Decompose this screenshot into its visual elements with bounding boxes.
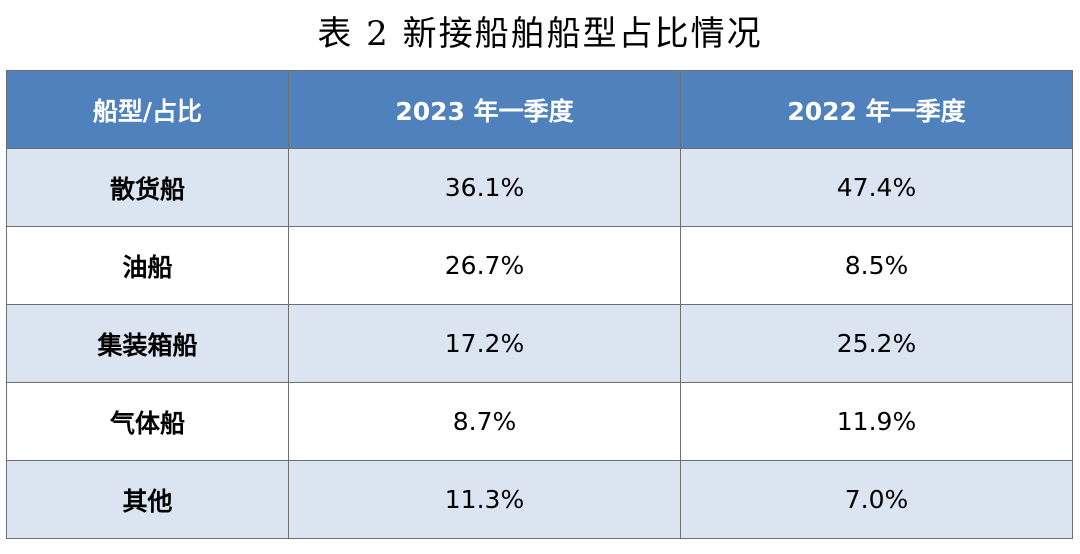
- share-2022-cell: 47.4%: [680, 148, 1073, 227]
- table-title: 表 2 新接船舶船型占比情况: [317, 14, 763, 54]
- column-header-2022-q1: 2022 年一季度: [680, 70, 1073, 149]
- table-row: 散货船 36.1% 47.4%: [6, 148, 1073, 227]
- share-2022-cell: 11.9%: [680, 382, 1073, 461]
- share-2022-cell: 7.0%: [680, 460, 1073, 539]
- share-2023-cell: 17.2%: [288, 304, 681, 383]
- table-row: 集装箱船 17.2% 25.2%: [6, 304, 1073, 383]
- share-2023-cell: 8.7%: [288, 382, 681, 461]
- share-2023-cell: 36.1%: [288, 148, 681, 227]
- ship-type-cell: 集装箱船: [6, 304, 289, 383]
- ship-type-cell: 散货船: [6, 148, 289, 227]
- header-row: 船型/占比 2023 年一季度 2022 年一季度: [6, 70, 1073, 149]
- table-row: 油船 26.7% 8.5%: [6, 226, 1073, 305]
- share-2023-cell: 11.3%: [288, 460, 681, 539]
- table-row: 其他 11.3% 7.0%: [6, 460, 1073, 539]
- ship-type-share-table: 船型/占比 2023 年一季度 2022 年一季度 散货船 36.1% 47.4…: [6, 70, 1073, 539]
- share-2022-cell: 25.2%: [680, 304, 1073, 383]
- column-header-2023-q1: 2023 年一季度: [288, 70, 681, 149]
- ship-type-cell: 气体船: [6, 382, 289, 461]
- ship-type-cell: 油船: [6, 226, 289, 305]
- ship-type-cell: 其他: [6, 460, 289, 539]
- share-2022-cell: 8.5%: [680, 226, 1073, 305]
- column-header-ship-type: 船型/占比: [6, 70, 289, 149]
- share-2023-cell: 26.7%: [288, 226, 681, 305]
- table-row: 气体船 8.7% 11.9%: [6, 382, 1073, 461]
